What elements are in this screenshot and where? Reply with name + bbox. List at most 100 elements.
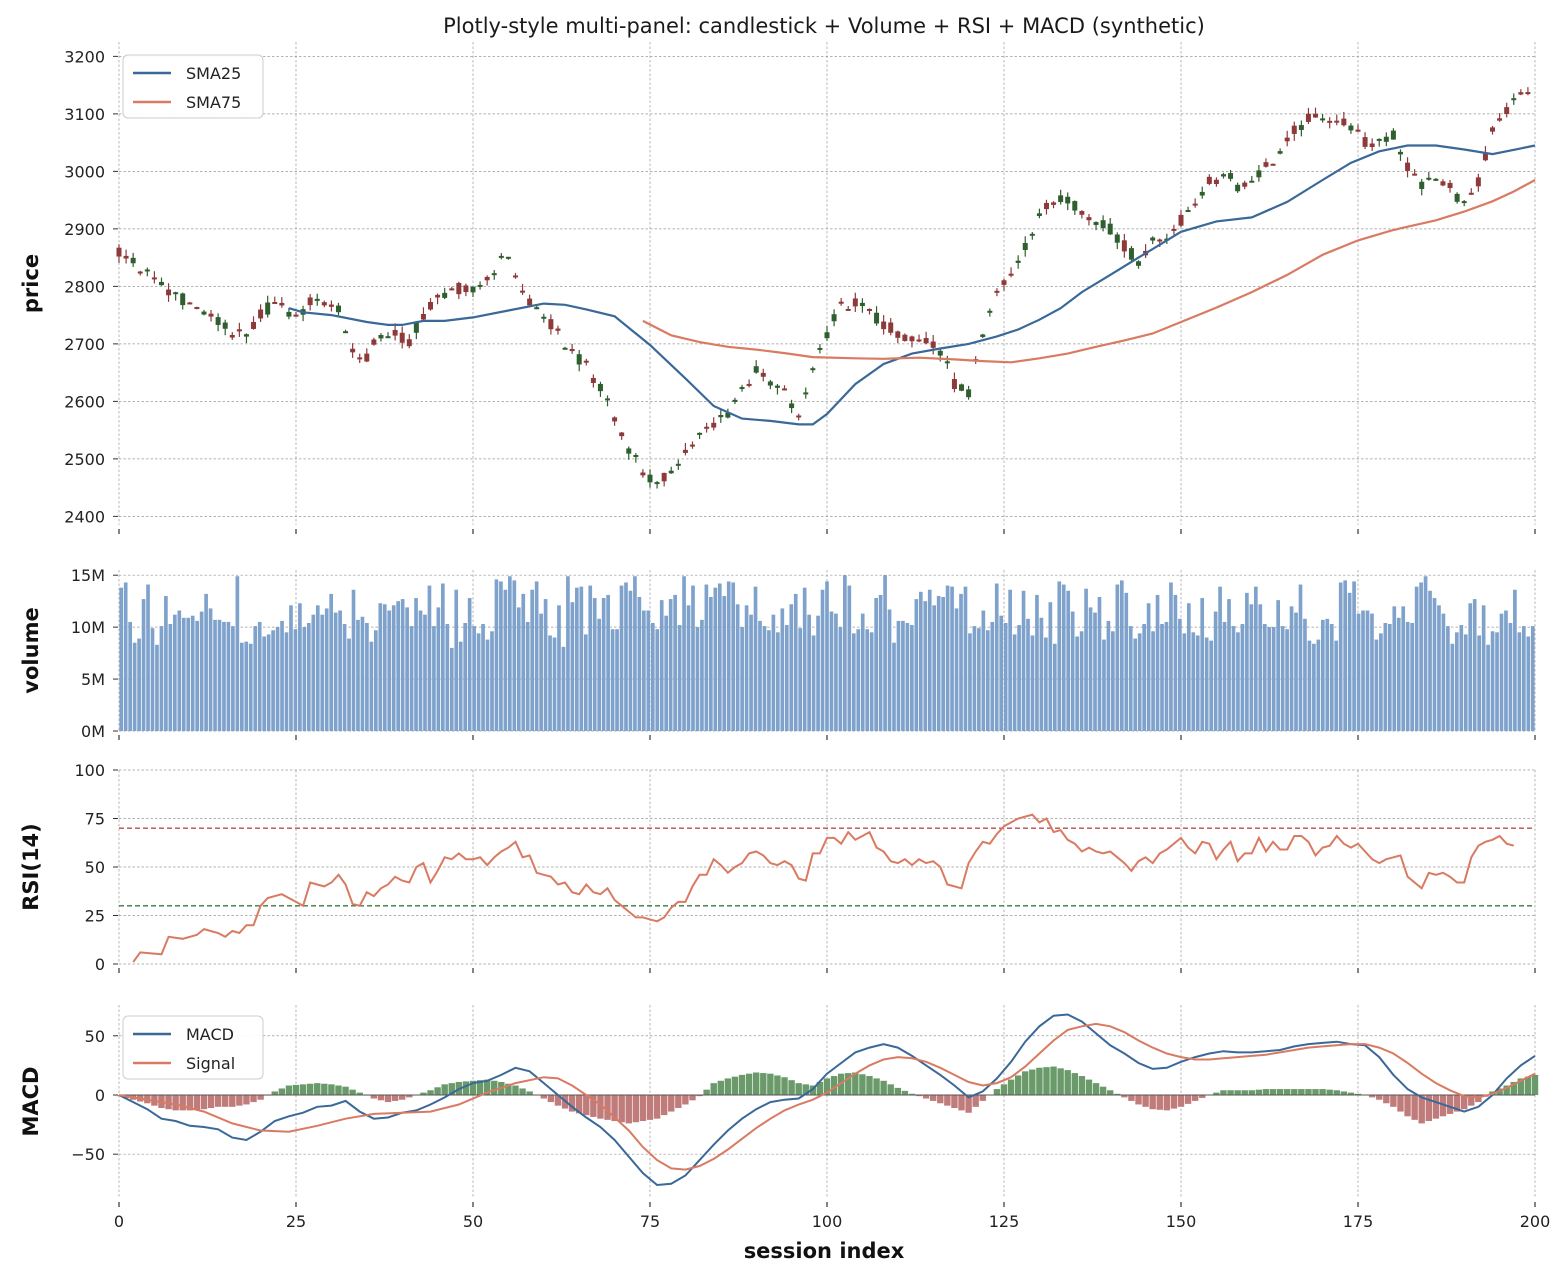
y-tick-label: 2600 <box>64 392 105 411</box>
candle-down <box>1206 176 1212 184</box>
candle-down <box>123 255 129 259</box>
volume-bar <box>186 617 191 731</box>
volume-bar <box>1513 589 1517 731</box>
histogram-bar-positive <box>505 1083 512 1095</box>
volume-bar <box>1048 602 1053 731</box>
volume-bar <box>968 633 972 731</box>
volume-bar <box>1262 624 1267 731</box>
volume-bar <box>1169 582 1173 731</box>
price-legend: SMA25 SMA75 <box>122 54 264 119</box>
candle-up <box>1114 234 1120 243</box>
candle-up <box>343 331 349 334</box>
candle-down <box>994 290 1000 293</box>
candle-down <box>1327 120 1333 123</box>
volume-bar <box>762 626 767 731</box>
candle-down <box>258 309 264 319</box>
candle-down <box>704 426 710 429</box>
volume-bar <box>1504 610 1508 731</box>
y-tick-label: 2700 <box>64 335 105 354</box>
candle-down <box>229 334 235 338</box>
histogram-bar-positive <box>1284 1089 1291 1095</box>
candle-down <box>1086 217 1092 221</box>
histogram-bar-negative <box>540 1094 547 1099</box>
volume-bar <box>405 607 409 731</box>
volume-bar <box>1075 636 1079 731</box>
candle-down <box>569 349 575 352</box>
volume-bar <box>280 620 284 731</box>
volume-bar <box>575 587 579 731</box>
histogram-bar-negative <box>958 1094 965 1111</box>
candle-down <box>187 302 193 305</box>
volume-bar <box>758 620 762 731</box>
volume-bar <box>695 627 700 731</box>
volume-bar <box>557 605 561 731</box>
volume-y-axis: 0M 5M 10M 15M <box>71 566 1536 741</box>
x-tick-label: 125 <box>989 1212 1020 1231</box>
histogram-bar-positive <box>837 1073 845 1095</box>
histogram-bar-positive <box>1000 1084 1008 1095</box>
volume-bar <box>543 599 548 731</box>
volume-bar <box>1021 590 1026 731</box>
candle-down <box>923 338 929 344</box>
histogram-bar-positive <box>1092 1083 1100 1095</box>
volume-bar <box>458 641 463 731</box>
y-tick-label: 2900 <box>64 220 105 239</box>
histogram-bar-positive <box>1517 1078 1525 1095</box>
candle-down <box>272 302 278 305</box>
volume-bar <box>1481 605 1486 731</box>
volume-bar <box>1008 589 1012 731</box>
candle-down <box>1362 137 1368 147</box>
histogram-bar-negative <box>165 1094 172 1110</box>
histogram-bar-negative <box>922 1094 930 1099</box>
candle-up <box>824 332 830 339</box>
volume-bar <box>235 576 240 731</box>
volume-bar <box>360 616 365 731</box>
candle-up <box>1136 261 1142 266</box>
candle-up <box>654 482 660 485</box>
candle-up <box>158 281 164 286</box>
volume-bar <box>441 583 445 731</box>
volume-bar <box>963 586 968 731</box>
volume-bar <box>530 589 535 731</box>
y-tick-label: 50 <box>85 1027 105 1046</box>
candle-down <box>1475 177 1481 187</box>
histogram-bar-negative <box>944 1094 951 1106</box>
histogram-bar-negative <box>696 1094 703 1097</box>
volume-bar <box>1325 618 1330 731</box>
candle-up <box>1298 125 1304 130</box>
volume-bar <box>552 637 557 731</box>
candle-down <box>619 432 625 437</box>
x-axis: 0 25 50 75 100 125 150 175 200 <box>114 1212 1550 1231</box>
candle-up <box>1348 125 1354 131</box>
candle-up <box>1036 213 1042 216</box>
histogram-bar-negative <box>965 1094 972 1113</box>
volume-bar <box>1186 603 1191 731</box>
histogram-bar-negative <box>1453 1094 1461 1112</box>
candle-up <box>1461 201 1467 204</box>
candle-down <box>194 307 200 310</box>
candle-down <box>371 339 377 345</box>
histogram-bar-positive <box>774 1075 781 1095</box>
candle-down <box>1051 202 1057 205</box>
candle-down <box>1369 143 1375 147</box>
histogram-bar-positive <box>1043 1067 1050 1095</box>
volume-bar <box>1298 584 1303 731</box>
candle-down <box>321 302 327 306</box>
volume-bar <box>222 621 226 731</box>
volume-bar <box>1495 632 1499 731</box>
volume-bar <box>972 626 977 731</box>
histogram-bar-negative <box>1170 1094 1178 1109</box>
volume-bar <box>1521 626 1526 731</box>
histogram-bar-negative <box>618 1094 625 1123</box>
volume-bar <box>1209 640 1213 731</box>
volume-bar <box>977 628 981 731</box>
candle-down <box>951 379 957 390</box>
candle-up <box>633 455 639 458</box>
candle-up <box>491 273 497 276</box>
histogram-bar-negative <box>583 1094 590 1116</box>
candle-down <box>350 348 356 353</box>
volume-bar <box>271 630 275 731</box>
volume-bar <box>1352 581 1356 731</box>
volume-bar <box>1213 611 1218 731</box>
volume-bar <box>749 614 753 731</box>
